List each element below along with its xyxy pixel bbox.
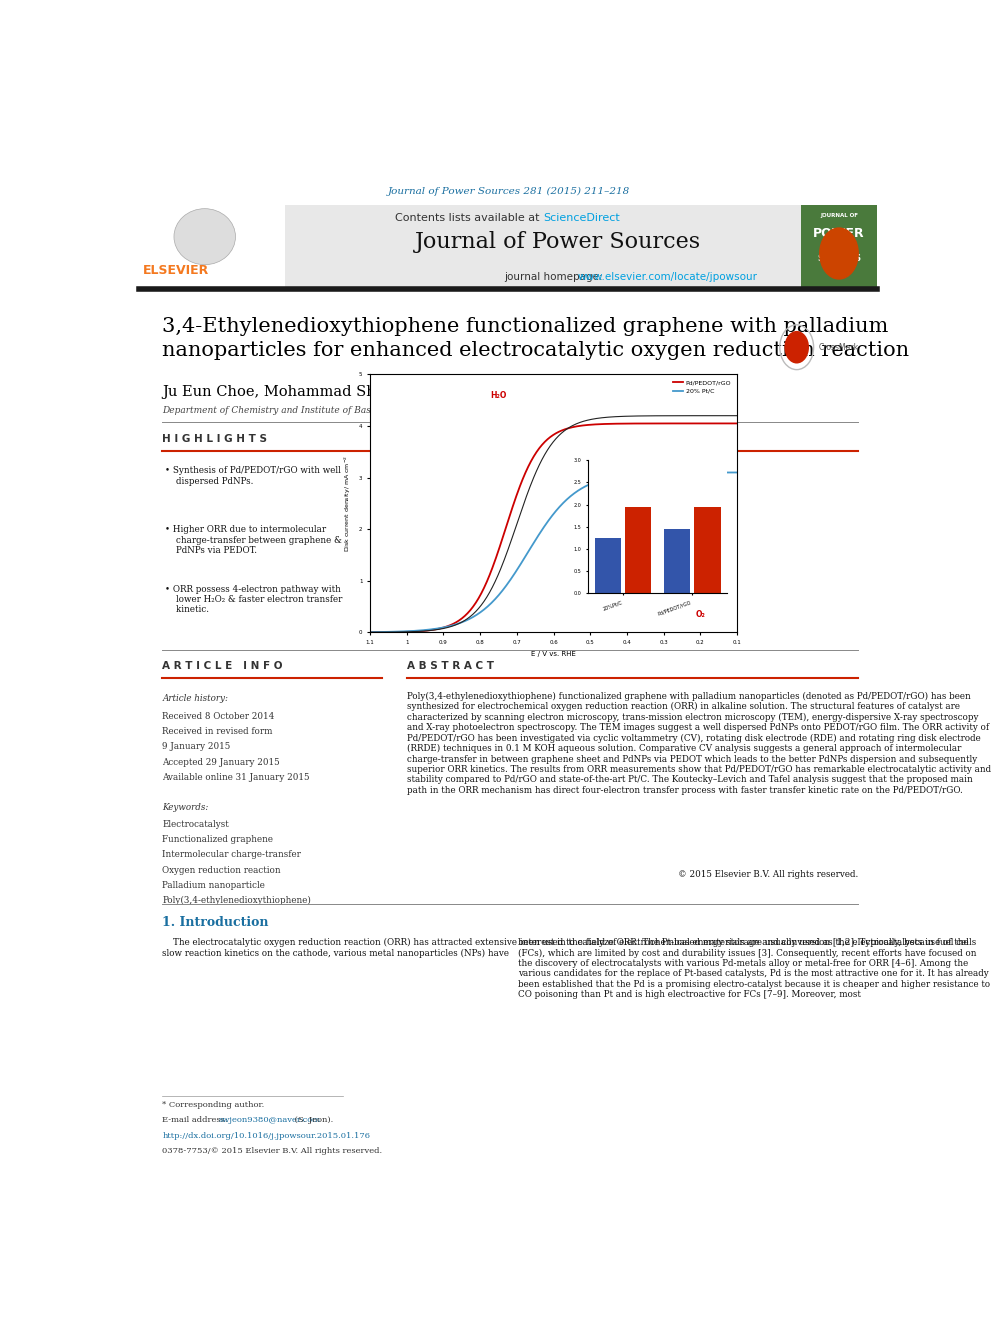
Text: Oxygen reduction reaction: Oxygen reduction reaction bbox=[163, 865, 281, 875]
Text: A R T I C L E   I N F O: A R T I C L E I N F O bbox=[163, 662, 283, 671]
Text: Accepted 29 January 2015: Accepted 29 January 2015 bbox=[163, 758, 280, 767]
X-axis label: E / V vs. RHE: E / V vs. RHE bbox=[531, 651, 576, 656]
Text: Article history:: Article history: bbox=[163, 693, 228, 703]
Pd/PEDOT/rGO bbox=[510, 491, 522, 507]
Pd/PEDOT/rGO bbox=[629, 415, 641, 431]
Text: *: * bbox=[630, 381, 635, 390]
Text: G R A P H I C A L   A B S T R A C T: G R A P H I C A L A B S T R A C T bbox=[407, 434, 601, 443]
Pd/PEDOT/rGO bbox=[631, 415, 643, 431]
20% Pt/C bbox=[631, 466, 643, 482]
Text: Received in revised form: Received in revised form bbox=[163, 728, 273, 736]
20% Pt/C bbox=[484, 597, 496, 613]
20% Pt/C bbox=[510, 565, 522, 581]
Text: Keywords:: Keywords: bbox=[163, 803, 208, 811]
Text: Poly(3,4-ethylenedioxythiophene): Poly(3,4-ethylenedioxythiophene) bbox=[163, 896, 311, 905]
Line: 20% Pt/C: 20% Pt/C bbox=[370, 472, 737, 632]
Text: SOURCES: SOURCES bbox=[817, 254, 861, 262]
Line: Pd/PEDOT/rGO: Pd/PEDOT/rGO bbox=[370, 423, 737, 632]
Text: Electrocatalyst: Electrocatalyst bbox=[163, 820, 229, 830]
Text: Department of Chemistry and Institute of Basic Science, Chonnam National Univers: Department of Chemistry and Institute of… bbox=[163, 406, 731, 415]
Text: POWER: POWER bbox=[813, 228, 865, 239]
Text: Received 8 October 2014: Received 8 October 2014 bbox=[163, 712, 275, 721]
Legend: Pd/PEDOT/rGO, 20% Pt/C: Pd/PEDOT/rGO, 20% Pt/C bbox=[671, 377, 734, 397]
Text: Available online 31 January 2015: Available online 31 January 2015 bbox=[163, 773, 310, 782]
Text: CrossMark: CrossMark bbox=[818, 343, 858, 352]
Text: • ORR possess 4-electron pathway with
    lower H₂O₂ & faster electron transfer
: • ORR possess 4-electron pathway with lo… bbox=[165, 585, 342, 614]
Text: A B S T R A C T: A B S T R A C T bbox=[407, 662, 494, 671]
Text: JOURNAL OF: JOURNAL OF bbox=[820, 213, 858, 218]
Ellipse shape bbox=[174, 209, 235, 265]
Text: (S. Jeon).: (S. Jeon). bbox=[292, 1117, 333, 1125]
Pd/PEDOT/rGO bbox=[595, 417, 607, 433]
Pd/PEDOT/rGO bbox=[731, 415, 743, 431]
Text: www.elsevier.com/locate/jpowsour: www.elsevier.com/locate/jpowsour bbox=[577, 273, 758, 282]
Text: swjeon9380@naver.com: swjeon9380@naver.com bbox=[218, 1117, 320, 1125]
Text: H I G H L I G H T S: H I G H L I G H T S bbox=[163, 434, 268, 443]
Text: Contents lists available at: Contents lists available at bbox=[395, 213, 543, 222]
Text: Intermolecular charge-transfer: Intermolecular charge-transfer bbox=[163, 851, 302, 860]
Text: Palladium nanoparticle: Palladium nanoparticle bbox=[163, 881, 265, 890]
Text: • Higher ORR due to intermolecular
    charge-transfer between graphene &
    Pd: • Higher ORR due to intermolecular charg… bbox=[165, 525, 341, 556]
Bar bbox=[594, 537, 621, 593]
20% Pt/C bbox=[595, 472, 607, 488]
20% Pt/C bbox=[731, 464, 743, 480]
Circle shape bbox=[785, 331, 809, 364]
Text: been used to catalyze ORR. The Pt-based materials are usually used as the electr: been used to catalyze ORR. The Pt-based … bbox=[518, 938, 990, 999]
Text: ScienceDirect: ScienceDirect bbox=[543, 213, 620, 222]
Text: journal homepage:: journal homepage: bbox=[505, 273, 606, 282]
Text: http://dx.doi.org/10.1016/j.jpowsour.2015.01.176: http://dx.doi.org/10.1016/j.jpowsour.201… bbox=[163, 1131, 370, 1139]
Text: 3,4-Ethylenedioxythiophene functionalized graphene with palladium
nanoparticles : 3,4-Ethylenedioxythiophene functionalize… bbox=[163, 316, 910, 360]
Text: • Synthesis of Pd/PEDOT/rGO with well
    dispersed PdNPs.: • Synthesis of Pd/PEDOT/rGO with well di… bbox=[165, 467, 340, 486]
Text: E-mail address:: E-mail address: bbox=[163, 1117, 231, 1125]
Text: H₂O: H₂O bbox=[490, 390, 507, 400]
Circle shape bbox=[819, 228, 858, 279]
Text: Functionalized graphene: Functionalized graphene bbox=[163, 835, 274, 844]
Text: Poly(3,4-ethylenedioxythiophene) functionalized graphene with palladium nanopart: Poly(3,4-ethylenedioxythiophene) functio… bbox=[407, 692, 991, 795]
Text: O₂: O₂ bbox=[695, 610, 705, 619]
20% Pt/C bbox=[409, 623, 421, 639]
20% Pt/C bbox=[629, 467, 641, 483]
FancyBboxPatch shape bbox=[801, 205, 878, 290]
Text: 9 January 2015: 9 January 2015 bbox=[163, 742, 231, 751]
Text: * Corresponding author.: * Corresponding author. bbox=[163, 1101, 265, 1109]
Text: 1. Introduction: 1. Introduction bbox=[163, 916, 269, 929]
Text: 0378-7753/© 2015 Elsevier B.V. All rights reserved.: 0378-7753/© 2015 Elsevier B.V. All right… bbox=[163, 1147, 383, 1155]
Text: ELSEVIER: ELSEVIER bbox=[143, 263, 209, 277]
Y-axis label: Disk current density/ mA cm$^{-2}$: Disk current density/ mA cm$^{-2}$ bbox=[343, 455, 353, 552]
Text: The electrocatalytic oxygen reduction reaction (ORR) has attracted extensive int: The electrocatalytic oxygen reduction re… bbox=[163, 938, 969, 958]
Pd/PEDOT/rGO bbox=[484, 568, 496, 583]
Text: Ju Eun Choe, Mohammad Shamsuddin Ahmed, Seungwon Jeon: Ju Eun Choe, Mohammad Shamsuddin Ahmed, … bbox=[163, 385, 630, 400]
20% Pt/C bbox=[364, 624, 376, 640]
FancyBboxPatch shape bbox=[139, 205, 878, 290]
Text: Journal of Power Sources 281 (2015) 211–218: Journal of Power Sources 281 (2015) 211–… bbox=[387, 188, 630, 196]
Pd/PEDOT/rGO bbox=[364, 624, 376, 640]
Bar bbox=[625, 507, 652, 593]
Text: © 2015 Elsevier B.V. All rights reserved.: © 2015 Elsevier B.V. All rights reserved… bbox=[678, 869, 858, 878]
Pd/PEDOT/rGO bbox=[409, 623, 421, 639]
Text: Journal of Power Sources: Journal of Power Sources bbox=[416, 230, 701, 253]
Bar bbox=[664, 529, 690, 593]
FancyBboxPatch shape bbox=[139, 205, 286, 290]
Bar bbox=[694, 507, 721, 593]
